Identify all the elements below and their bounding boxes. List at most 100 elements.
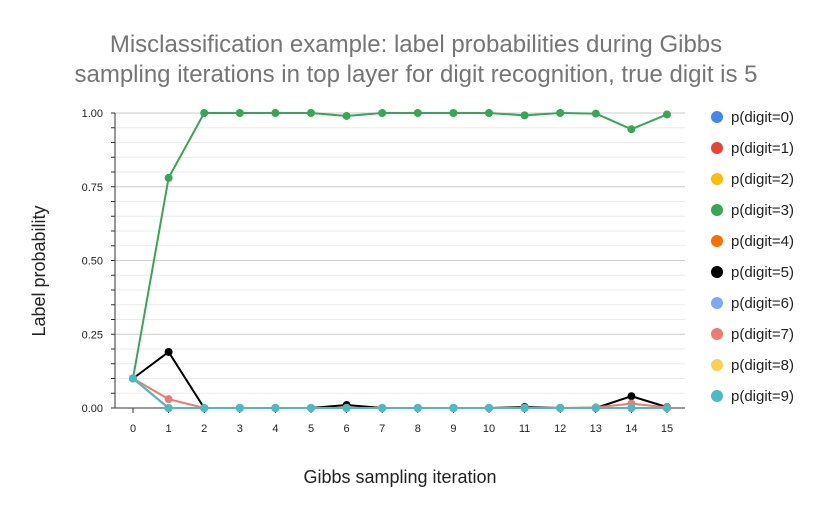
legend-label: p(digit=6) — [731, 295, 794, 312]
legend: p(digit=0) p(digit=1) p(digit=2) p(digit=3)… — [711, 109, 794, 405]
legend-swatch — [711, 328, 723, 340]
data-point — [307, 109, 315, 117]
data-point — [627, 392, 636, 401]
data-point — [591, 109, 600, 118]
legend-swatch — [711, 111, 723, 123]
data-point — [164, 173, 173, 182]
series-5 — [129, 347, 671, 412]
series-lines — [129, 109, 671, 412]
legend-label: p(digit=5) — [731, 264, 794, 281]
data-point — [271, 404, 280, 412]
legend-item: p(digit=4) — [711, 233, 794, 250]
legend-label: p(digit=4) — [731, 233, 794, 250]
data-point — [413, 109, 422, 117]
data-point — [627, 125, 636, 134]
data-point — [413, 404, 422, 412]
legend-item: p(digit=9) — [711, 388, 794, 405]
data-point — [164, 347, 173, 356]
data-point — [449, 109, 458, 117]
data-point — [378, 404, 387, 412]
x-tick-labels: 0 1 2 3 4 5 6 7 8 9 10 11 12 13 14 15 — [130, 423, 673, 435]
data-point — [164, 404, 173, 412]
legend-label: p(digit=3) — [731, 202, 794, 219]
y-tick-label: 0.75 — [82, 182, 103, 194]
data-point — [164, 395, 173, 404]
legend-swatch — [711, 266, 723, 278]
data-point — [271, 109, 280, 117]
gridlines — [115, 112, 685, 394]
data-point — [556, 109, 565, 117]
x-tick-label: 8 — [415, 423, 421, 435]
legend-item: p(digit=7) — [711, 326, 794, 343]
x-tick-label: 13 — [590, 423, 602, 435]
x-tick-label: 11 — [519, 423, 530, 435]
axes — [111, 112, 685, 413]
series-line — [132, 377, 667, 409]
x-axis-title: Gibbs sampling iteration — [303, 467, 496, 487]
y-tick-label: 0.50 — [82, 256, 103, 268]
x-tick-label: 12 — [554, 423, 566, 435]
x-tick-label: 2 — [201, 423, 207, 435]
data-point — [235, 404, 244, 412]
legend-swatch — [711, 390, 723, 402]
legend-swatch — [711, 173, 723, 185]
legend-item: p(digit=3) — [711, 202, 794, 219]
legend-swatch — [711, 204, 723, 216]
x-tick-label: 6 — [344, 423, 350, 435]
legend-item: p(digit=0) — [711, 109, 794, 126]
y-axis-title: Label probability — [29, 205, 49, 336]
data-point — [200, 109, 209, 117]
x-tick-label: 10 — [483, 423, 495, 435]
legend-item: p(digit=2) — [711, 171, 794, 188]
x-tick-label: 4 — [272, 423, 278, 435]
data-point — [485, 109, 493, 117]
x-tick-label: 5 — [308, 423, 314, 435]
data-point — [307, 404, 315, 412]
data-point — [342, 404, 351, 412]
x-tick-label: 14 — [625, 423, 637, 435]
y-tick-labels: 0.00 0.25 0.50 0.75 1.00 — [82, 108, 103, 415]
x-tick-label: 7 — [379, 423, 385, 435]
legend-label: p(digit=9) — [731, 388, 794, 405]
legend-swatch — [711, 359, 723, 371]
legend-label: p(digit=7) — [731, 326, 794, 343]
chart-title-line-2: sampling iterations in top layer for dig… — [74, 61, 757, 88]
data-point — [520, 111, 529, 120]
y-tick-label: 0.00 — [82, 403, 103, 415]
legend-item: p(digit=8) — [711, 357, 794, 374]
x-tick-label: 15 — [661, 423, 673, 435]
data-point — [556, 404, 565, 412]
legend-label: p(digit=2) — [731, 171, 794, 188]
x-tick-label: 1 — [166, 423, 172, 435]
data-point — [342, 111, 351, 120]
legend-label: p(digit=8) — [731, 357, 794, 374]
series-9 — [129, 374, 671, 412]
legend-item: p(digit=5) — [711, 264, 794, 281]
data-point — [485, 404, 493, 412]
data-point — [520, 404, 529, 412]
y-tick-label: 0.25 — [82, 329, 103, 341]
series-line — [132, 350, 668, 409]
legend-item: p(digit=1) — [711, 140, 794, 157]
data-point — [378, 109, 387, 117]
legend-label: p(digit=1) — [731, 140, 794, 157]
y-tick-label: 1.00 — [82, 108, 103, 120]
data-point — [235, 109, 244, 117]
x-tick-label: 3 — [237, 423, 243, 435]
data-point — [627, 404, 636, 412]
data-point — [200, 404, 209, 412]
chart-title-line-1: Misclassification example: label probabi… — [110, 31, 722, 58]
data-point — [591, 404, 600, 412]
legend-swatch — [711, 297, 723, 309]
legend-swatch — [711, 235, 723, 247]
x-tick-label: 0 — [130, 423, 136, 435]
data-point — [129, 374, 137, 383]
legend-swatch — [711, 142, 723, 154]
legend-item: p(digit=6) — [711, 295, 794, 312]
legend-label: p(digit=0) — [731, 109, 794, 126]
series-line — [132, 112, 668, 379]
data-point — [449, 404, 458, 412]
data-point — [663, 404, 671, 412]
x-tick-label: 9 — [450, 423, 456, 435]
